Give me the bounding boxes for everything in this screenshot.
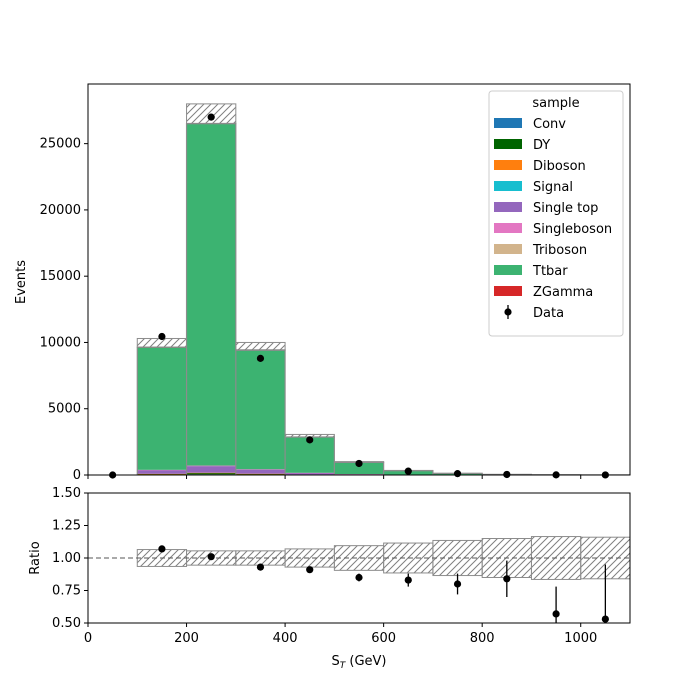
ratio-point	[158, 545, 166, 553]
bar-singleboson	[137, 469, 187, 471]
bar-ttbar	[235, 349, 286, 470]
data-point	[158, 332, 166, 341]
legend-swatch	[494, 202, 522, 212]
data-point	[453, 470, 462, 478]
bar-diboson	[137, 473, 187, 475]
y-tick-label: 15000	[40, 269, 81, 284]
bar-ttbar	[186, 123, 236, 466]
legend-data-marker	[504, 308, 512, 316]
legend-title: sample	[532, 96, 579, 111]
legend-swatch	[494, 244, 522, 254]
ratio-point	[355, 573, 363, 582]
y-tick-label: 5000	[48, 402, 81, 417]
ratio-y-tick-label: 0.50	[52, 616, 81, 631]
ratio-y-axis-label: Ratio	[28, 541, 43, 574]
ratio-point	[601, 615, 609, 623]
ratio-point	[306, 566, 314, 574]
ratio-uncertainty-hatch	[333, 545, 385, 571]
data-point	[256, 354, 265, 362]
ratio-point	[256, 563, 265, 571]
bar-dy	[235, 473, 286, 475]
legend-label: DY	[533, 138, 550, 153]
data-point	[306, 436, 314, 444]
bar-ttbar	[334, 462, 384, 475]
bar-singleboson	[285, 472, 335, 474]
bar-diboson	[235, 473, 286, 475]
bar-single-top	[137, 470, 187, 474]
y-tick-label: 10000	[40, 335, 81, 350]
y-tick-label: 20000	[40, 203, 81, 218]
main-stack-bars	[136, 122, 631, 476]
ratio-y-tick-label: 1.50	[52, 486, 81, 501]
uncertainty-hatch	[235, 341, 286, 351]
y-tick-label: 25000	[40, 137, 81, 152]
bar-single-top	[235, 469, 286, 474]
legend-box	[488, 90, 624, 337]
x-axis-label: ST (GeV)	[331, 654, 386, 671]
ratio-point	[404, 576, 412, 584]
legend-swatch	[494, 286, 522, 296]
ratio-data-points	[158, 545, 609, 623]
x-tick-label: 600	[371, 631, 396, 646]
ratio-point	[552, 610, 560, 618]
x-tick-label: 800	[470, 631, 495, 646]
ratio-point	[453, 580, 462, 588]
legend-swatch	[494, 181, 522, 191]
legend-swatch	[494, 118, 522, 128]
legend-label: Data	[533, 306, 564, 321]
data-point	[404, 467, 412, 475]
x-tick-label: 400	[273, 631, 298, 646]
x-tick-label: 200	[174, 631, 199, 646]
legend-label: Diboson	[533, 159, 586, 174]
legend-swatch	[494, 223, 522, 233]
main-axes: 0 5000 10000 15000 20000 25000	[40, 83, 631, 483]
legend-label: Singleboson	[533, 222, 612, 237]
ratio-point	[207, 553, 215, 561]
data-point	[207, 113, 215, 121]
legend-label: Signal	[533, 180, 573, 195]
y-tick-label: 0	[73, 468, 81, 483]
ratio-y-tick-label: 1.00	[52, 551, 81, 566]
bar-single-top	[285, 472, 335, 475]
ratio-uncertainty-band	[88, 536, 631, 580]
bar-diboson	[186, 472, 236, 474]
bar-ttbar	[137, 347, 187, 470]
legend: sample Conv DY Diboson Signal Single top Singl…	[488, 90, 624, 337]
legend-swatch	[494, 265, 522, 275]
x-tick-label: 1000	[564, 631, 597, 646]
x-tick-label: 0	[84, 631, 92, 646]
ratio-y-tick-label: 0.75	[52, 584, 81, 599]
legend-swatch	[494, 160, 522, 170]
legend-label: Ttbar	[532, 264, 568, 279]
data-point	[503, 470, 511, 479]
bar-singleboson	[186, 465, 236, 467]
bar-singleboson	[334, 474, 384, 475]
legend-label: Conv	[533, 117, 566, 132]
legend-label: Triboson	[532, 243, 587, 258]
ratio-axes: 0.50 0.75 1.00 1.25 1.50 0 200 400 600 800 1000	[52, 486, 631, 646]
main-y-axis-label: Events	[14, 260, 29, 304]
bar-single-top	[186, 466, 236, 473]
ratio-y-tick-label: 1.25	[52, 519, 81, 534]
legend-label: ZGamma	[533, 285, 593, 300]
legend-label: Single top	[533, 201, 598, 216]
main-plot-frame	[87, 83, 631, 476]
bar-dy	[186, 473, 236, 475]
legend-swatch	[494, 139, 522, 149]
ratio-point	[503, 575, 511, 583]
bar-singleboson	[235, 469, 286, 470]
bar-dy	[137, 473, 187, 475]
data-point	[355, 459, 363, 468]
